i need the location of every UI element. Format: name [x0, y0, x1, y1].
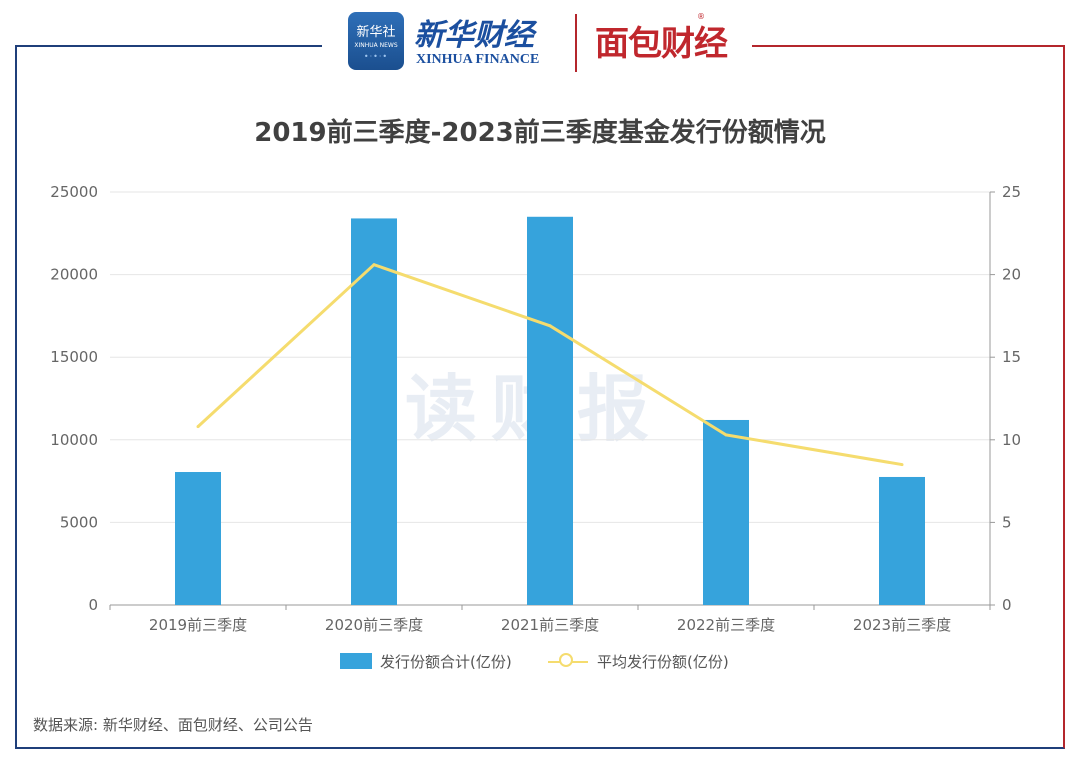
- line-point: [372, 263, 376, 267]
- bar: [175, 472, 221, 605]
- bar: [527, 216, 573, 605]
- x-axis-category-label: 2023前三季度: [853, 616, 951, 634]
- chart-title: 2019前三季度-2023前三季度基金发行份额情况: [254, 118, 826, 148]
- left-axis-tick-label: 0: [88, 596, 98, 614]
- bar: [351, 218, 397, 605]
- xinhua-finance-logo-cn: 新华财经: [414, 18, 534, 53]
- right-axis-tick-label: 0: [1002, 596, 1012, 614]
- line-point: [724, 433, 728, 437]
- legend-bar-label: 发行份额合计(亿份): [380, 653, 512, 671]
- left-axis-tick-label: 5000: [60, 513, 98, 531]
- xinhua-news-logo: 新华社 XINHUA NEWS •·•·•: [348, 12, 404, 70]
- registered-mark: ®: [697, 12, 705, 21]
- left-axis-tick-label: 15000: [50, 348, 98, 366]
- xinhua-badge-text: 新华社: [356, 25, 396, 40]
- chart-legend: 发行份额合计(亿份) 平均发行份额(亿份): [0, 650, 1080, 672]
- mianbao-finance-logo: 面包财经: [595, 24, 728, 64]
- legend-bar-swatch: [340, 653, 372, 669]
- right-axis-tick-label: 25: [1002, 183, 1021, 201]
- x-axis-category-label: 2021前三季度: [501, 616, 599, 634]
- bar: [703, 419, 749, 605]
- legend-line-marker: [559, 653, 573, 667]
- x-axis-category-label: 2022前三季度: [677, 616, 775, 634]
- line-point: [548, 324, 552, 328]
- legend-line-label: 平均发行份额(亿份): [597, 653, 729, 671]
- right-axis-tick-label: 20: [1002, 266, 1021, 284]
- frame-left-border: [15, 45, 540, 749]
- x-axis-category-label: 2020前三季度: [325, 616, 423, 634]
- line-point: [196, 425, 200, 429]
- x-axis-category-label: 2019前三季度: [149, 616, 247, 634]
- xinhua-badge-subtext: XINHUA NEWS: [354, 42, 398, 49]
- xinhua-finance-logo-en: XINHUA FINANCE: [416, 52, 540, 67]
- right-axis-tick-label: 10: [1002, 431, 1021, 449]
- line-point: [900, 463, 904, 467]
- left-axis-tick-label: 20000: [50, 266, 98, 284]
- network-dots-icon: •·•·•: [363, 52, 389, 61]
- chart-frame: [15, 45, 1065, 749]
- left-axis-tick-label: 25000: [50, 183, 98, 201]
- data-source-note: 数据来源: 新华财经、面包财经、公司公告: [33, 716, 313, 734]
- logo-divider: [575, 14, 577, 72]
- left-axis-tick-label: 10000: [50, 431, 98, 449]
- bar: [879, 476, 925, 605]
- frame-right-border: [540, 45, 1065, 749]
- right-axis-tick-label: 5: [1002, 513, 1012, 531]
- right-axis-tick-label: 15: [1002, 348, 1021, 366]
